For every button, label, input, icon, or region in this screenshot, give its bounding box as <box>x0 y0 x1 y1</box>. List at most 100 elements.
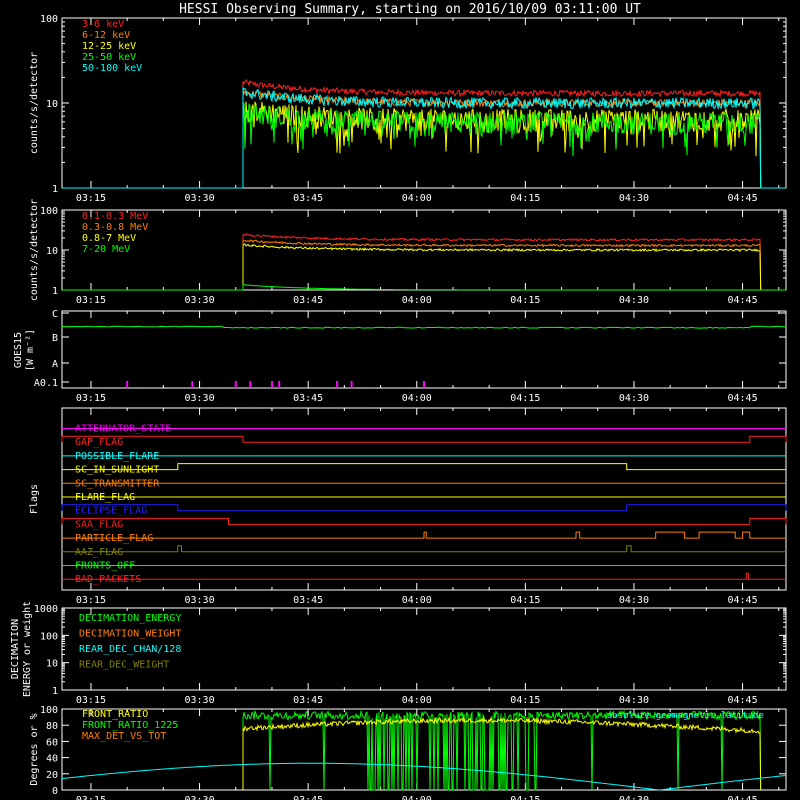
time-tick-label: 03:45 <box>293 595 323 606</box>
panel-annotation: absolute geomagnetic latitude <box>607 711 764 721</box>
panel-decimation-frame <box>61 607 787 691</box>
legend-entry: 50-100 keV <box>82 63 142 74</box>
series-line <box>62 233 786 291</box>
y-axis-label: counts/s/detector <box>29 199 40 301</box>
y-tick-label: 10 <box>46 99 58 110</box>
series-line <box>62 284 786 291</box>
time-tick-label: 03:15 <box>76 193 106 204</box>
series-line <box>61 762 787 791</box>
time-tick-label: 04:45 <box>728 295 758 306</box>
flag-label: POSSIBLE_FLARE <box>75 451 159 462</box>
time-tick-label: 04:15 <box>510 795 540 800</box>
time-tick-label: 03:15 <box>76 695 106 706</box>
time-tick-label: 04:15 <box>510 295 540 306</box>
legend-entry: 6-12 keV <box>82 30 130 41</box>
legend-entry: FRONT_RATIO_1225 <box>82 720 178 731</box>
panel-ratio: 03:15 03:30 03:45 04:00 04:15 04:30 04:45 Degre… <box>29 705 787 800</box>
flag-line <box>61 504 787 512</box>
series-line <box>62 239 786 291</box>
series-line <box>242 709 762 791</box>
time-tick-label: 04:00 <box>402 193 432 204</box>
legend-entry: MAX_DET_VS_TOT <box>82 731 166 742</box>
legend-entry: REAR_DEC_WEIGHT <box>79 660 169 671</box>
flag-label: FLARE_FLAG <box>75 492 135 503</box>
panel-light-curve-kev: 03:15 03:30 03:45 04:00 04:15 04:30 04:45 count… <box>29 14 787 204</box>
time-tick-label: 03:15 <box>76 295 106 306</box>
y-tick-label: 40 <box>46 754 58 765</box>
y-axis-label: GOES15 <box>13 332 24 368</box>
legend-entry: 0.8-7 MeV <box>82 233 136 244</box>
time-tick-label: 03:30 <box>185 695 215 706</box>
time-tick-label: 03:15 <box>76 595 106 606</box>
flag-label: AAZ_FLAG <box>75 547 123 558</box>
series-line <box>62 243 786 291</box>
y-axis-label: ENERGY or weight <box>22 601 33 697</box>
panel-goes: 03:15 03:30 03:45 04:00 04:15 04:30 04:45 A0.1 A… <box>13 309 787 404</box>
flag-line <box>61 435 787 443</box>
flag-label: PARTICLE_FLAG <box>75 533 153 544</box>
panel-decimation: 03:15 03:30 03:45 04:00 04:15 04:30 04:45 DECIM… <box>10 601 787 706</box>
time-tick-label: 04:00 <box>402 595 432 606</box>
time-tick-label: 03:45 <box>293 193 323 204</box>
y-tick-label: 10 <box>46 659 58 670</box>
time-tick-label: 04:15 <box>510 595 540 606</box>
y-axis-label: counts/s/detector <box>29 52 40 154</box>
time-tick-label: 04:00 <box>402 795 432 800</box>
time-tick-label: 03:45 <box>293 695 323 706</box>
flag-label: SC_TRANSMITTER <box>75 478 160 489</box>
time-tick-label: 03:30 <box>185 595 215 606</box>
time-tick-label: 03:30 <box>185 393 215 404</box>
time-tick-label: 04:45 <box>728 695 758 706</box>
y-tick-label: 80 <box>46 721 58 732</box>
y-tick-label: B <box>52 333 58 344</box>
series-line <box>62 102 786 189</box>
flag-label: ECLIPSE_FLAG <box>75 506 147 517</box>
y-tick-label: 1 <box>52 686 58 697</box>
time-tick-label: 03:15 <box>76 393 106 404</box>
time-tick-label: 04:30 <box>619 393 649 404</box>
time-tick-label: 04:30 <box>619 695 649 706</box>
y-tick-label: 0 <box>52 786 58 797</box>
figure-title: HESSI Observing Summary, starting on 201… <box>179 2 641 17</box>
time-tick-label: 04:30 <box>619 295 649 306</box>
flag-line <box>62 463 786 471</box>
flag-label: FRONTS_OFF <box>75 561 135 572</box>
y-axis-unit: [W m⁻²] <box>25 329 36 371</box>
legend-entry: DECIMATION_ENERGY <box>79 613 181 624</box>
time-tick-label: 03:30 <box>185 295 215 306</box>
legend-entry: REAR_DEC_CHAN/128 <box>79 644 181 655</box>
panel-flags: 03:15 03:30 03:45 04:00 04:15 04:30 04:45 Flags… <box>29 407 787 606</box>
legend-entry: 12-25 keV <box>82 41 136 52</box>
y-tick-label: 1000 <box>34 604 58 615</box>
y-tick-label: 1 <box>52 286 58 297</box>
y-tick-label: 1 <box>52 184 58 195</box>
legend-entry: 0.1-0.3 MeV <box>82 211 148 222</box>
time-tick-label: 04:30 <box>619 795 649 800</box>
time-tick-label: 04:45 <box>728 193 758 204</box>
y-tick-label: A <box>52 359 58 370</box>
time-tick-label: 04:45 <box>728 595 758 606</box>
time-tick-label: 04:15 <box>510 193 540 204</box>
y-tick-label: 100 <box>40 705 58 716</box>
time-tick-label: 03:45 <box>293 393 323 404</box>
legend-entry: FRONT_RATIO <box>82 709 148 720</box>
time-tick-label: 03:30 <box>185 795 215 800</box>
time-tick-label: 03:45 <box>293 295 323 306</box>
time-tick-label: 04:30 <box>619 595 649 606</box>
legend-entry: DECIMATION_WEIGHT <box>79 629 181 640</box>
legend-entry: 3-6 keV <box>82 19 124 30</box>
series-line <box>62 86 786 189</box>
time-tick-label: 04:00 <box>402 695 432 706</box>
y-tick-label: 10 <box>46 246 58 257</box>
y-tick-label: 100 <box>40 14 58 25</box>
series-line <box>62 78 786 189</box>
series-line <box>242 716 762 791</box>
flag-label: BAD_PACKETS <box>75 574 141 585</box>
panel-ratio-frame <box>61 708 787 791</box>
legend-entry: 7-20 MeV <box>82 244 130 255</box>
y-tick-label: C <box>52 309 58 320</box>
y-axis-label: Flags <box>29 484 40 514</box>
series-line <box>62 101 786 189</box>
panel-light-curve-mev: 03:15 03:30 03:45 04:00 04:15 04:30 04:45 count… <box>29 199 787 306</box>
